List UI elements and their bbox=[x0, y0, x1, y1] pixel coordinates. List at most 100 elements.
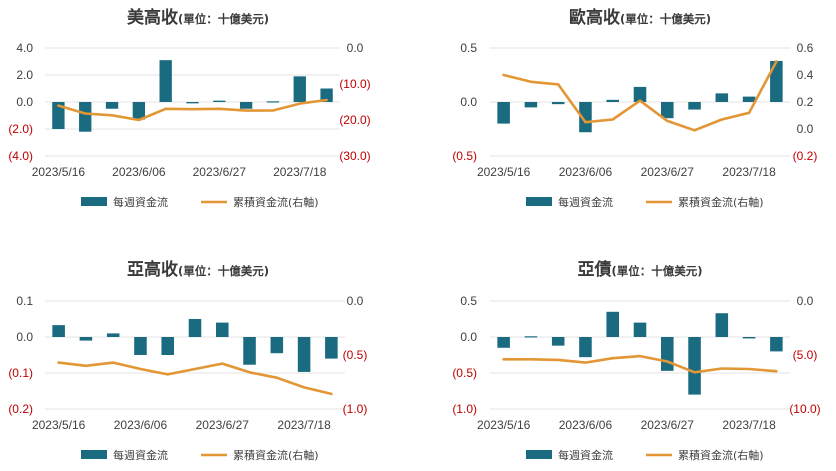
chart-title-unit: (單位：十億美元) bbox=[620, 12, 711, 26]
x-axis-tick-label: 2023/7/18 bbox=[722, 165, 776, 179]
left-axis-tick-label: (0.5) bbox=[452, 149, 477, 163]
x-axis-tick-label: 2023/6/27 bbox=[641, 418, 695, 432]
weekly-flow-bar bbox=[297, 337, 311, 372]
x-axis-tick-label: 2023/7/18 bbox=[277, 418, 331, 432]
right-axis-tick-label: (30.0) bbox=[339, 149, 370, 163]
chart-title: 亞債(單位：十億美元) bbox=[577, 259, 702, 280]
weekly-flow-bar bbox=[715, 93, 729, 102]
right-axis-tick-label: (10.0) bbox=[339, 77, 370, 91]
weekly-flow-bar bbox=[186, 102, 199, 104]
weekly-flow-bar bbox=[497, 337, 510, 348]
weekly-flow-bar bbox=[688, 102, 701, 110]
left-axis-tick-label: 0.0 bbox=[16, 95, 33, 109]
weekly-flow-bar bbox=[52, 325, 65, 337]
weekly-flow-bar bbox=[770, 337, 783, 352]
x-axis-tick-label: 2023/6/27 bbox=[641, 165, 695, 179]
left-axis-tick-label: 0.0 bbox=[460, 95, 477, 109]
left-axis-tick-label: (0.5) bbox=[452, 366, 477, 380]
weekly-flow-bar bbox=[497, 102, 510, 124]
weekly-flow-bar bbox=[270, 337, 284, 354]
x-axis-tick-label: 2023/6/06 bbox=[559, 418, 613, 432]
right-axis-tick-label: 0.0 bbox=[797, 294, 814, 308]
cumulative-flow-line bbox=[57, 361, 333, 396]
weekly-flow-bar bbox=[188, 319, 202, 337]
weekly-flow-bar bbox=[105, 102, 119, 109]
x-axis-tick-label: 2023/6/27 bbox=[196, 418, 250, 432]
weekly-flow-bar bbox=[243, 337, 256, 365]
weekly-flow-bar bbox=[661, 102, 674, 119]
right-axis-tick-label: (1.0) bbox=[343, 402, 368, 416]
weekly-flow-bar bbox=[579, 102, 592, 133]
right-axis-tick-label: 0.2 bbox=[797, 95, 814, 109]
weekly-flow-bar bbox=[524, 336, 538, 338]
x-axis-tick-label: 2023/7/18 bbox=[722, 418, 776, 432]
weekly-flow-bar bbox=[633, 86, 647, 102]
weekly-flow-bar bbox=[52, 102, 65, 129]
weekly-flow-bar bbox=[213, 100, 226, 102]
weekly-flow-bar bbox=[106, 333, 120, 337]
weekly-flow-bar bbox=[134, 337, 147, 355]
legend-bar-swatch bbox=[81, 450, 107, 459]
legend-bar-label: 每週資金流 bbox=[113, 448, 168, 462]
left-axis-tick-label: 0.1 bbox=[16, 294, 33, 308]
chart-title-unit: (單位：十億美元) bbox=[611, 264, 702, 278]
chart-title-main: 亞高收 bbox=[127, 259, 178, 280]
chart-panel-4: 亞債(單位：十億美元) 0.5 0.0 (0.5) (1.0) 0.0 (5.0) (10.0… bbox=[452, 259, 820, 462]
x-axis-tick-label: 2023/5/16 bbox=[32, 165, 86, 179]
legend: 每週資金流 累積資金流(右軸) bbox=[526, 195, 764, 209]
weekly-flow-bar bbox=[239, 102, 253, 109]
weekly-flow-bar bbox=[266, 101, 280, 103]
weekly-flow-bar bbox=[79, 337, 93, 341]
right-axis-tick-label: (0.2) bbox=[793, 149, 818, 163]
left-axis-tick-label: 4.0 bbox=[16, 41, 33, 55]
cumulative-flow-line bbox=[502, 354, 778, 374]
weekly-flow-bar bbox=[216, 322, 229, 337]
legend-line-label: 累積資金流(右軸) bbox=[678, 195, 764, 209]
legend: 每週資金流 累積資金流(右軸) bbox=[526, 448, 764, 462]
legend-line-label: 累積資金流(右軸) bbox=[233, 448, 319, 462]
left-axis-tick-label: 0.0 bbox=[16, 330, 33, 344]
chart-title: 歐高收(單位：十億美元) bbox=[569, 7, 711, 28]
weekly-flow-bar bbox=[715, 313, 729, 337]
chart-title: 美高收(單位：十億美元) bbox=[127, 7, 269, 28]
right-axis-tick-label: (0.5) bbox=[343, 348, 368, 362]
right-axis-tick-label: 0.0 bbox=[797, 122, 814, 136]
x-axis-tick-label: 2023/7/18 bbox=[273, 165, 327, 179]
left-axis-tick-label: (0.1) bbox=[8, 366, 33, 380]
left-axis-tick-label: (1.0) bbox=[452, 402, 477, 416]
legend: 每週資金流 累積資金流(右軸) bbox=[81, 448, 319, 462]
weekly-flow-bar bbox=[79, 102, 92, 132]
left-axis-tick-label: 0.5 bbox=[460, 41, 477, 55]
right-axis-tick-label: (20.0) bbox=[339, 113, 370, 127]
weekly-flow-bar bbox=[661, 337, 674, 371]
x-axis-tick-label: 2023/6/06 bbox=[559, 165, 613, 179]
x-axis-tick-label: 2023/5/16 bbox=[477, 165, 531, 179]
weekly-flow-bar bbox=[325, 337, 338, 359]
left-axis-tick-label: 2.0 bbox=[16, 68, 33, 82]
chart-panel-2: 歐高收(單位：十億美元) 0.5 0.0 (0.5) 0.6 0.4 0.2 0.0 (0.2)… bbox=[452, 7, 817, 209]
chart-title-unit: (單位：十億美元) bbox=[178, 12, 269, 26]
weekly-flow-bar bbox=[320, 88, 333, 102]
legend-bar-label: 每週資金流 bbox=[558, 448, 613, 462]
x-axis-tick-label: 2023/5/16 bbox=[32, 418, 86, 432]
cumulative-flow-line bbox=[57, 98, 328, 122]
x-axis-tick-label: 2023/6/06 bbox=[112, 165, 166, 179]
chart-title-main: 亞債 bbox=[577, 259, 611, 280]
right-axis-tick-label: 0.0 bbox=[347, 294, 364, 308]
left-axis-tick-label: (0.2) bbox=[8, 402, 33, 416]
weekly-flow-bar bbox=[742, 96, 756, 102]
weekly-flow-bar bbox=[551, 102, 565, 105]
legend-line-label: 累積資金流(右軸) bbox=[678, 448, 764, 462]
weekly-flow-bar bbox=[132, 102, 146, 120]
weekly-flow-bar bbox=[606, 99, 619, 102]
chart-panel-3: 亞高收(單位：十億美元) 0.1 0.0 (0.1) (0.2) 0.0 (0.5) (1.0… bbox=[8, 259, 367, 462]
left-axis-tick-label: (2.0) bbox=[8, 122, 33, 136]
legend: 每週資金流 累積資金流(右軸) bbox=[81, 195, 319, 209]
chart-title-unit: (單位：十億美元) bbox=[178, 264, 269, 278]
legend-bar-swatch bbox=[81, 197, 107, 206]
weekly-flow-bar bbox=[633, 322, 647, 337]
right-axis-tick-label: 0.4 bbox=[797, 68, 814, 82]
left-axis-tick-label: 0.0 bbox=[460, 330, 477, 344]
right-axis-tick-label: 0.0 bbox=[347, 41, 364, 55]
